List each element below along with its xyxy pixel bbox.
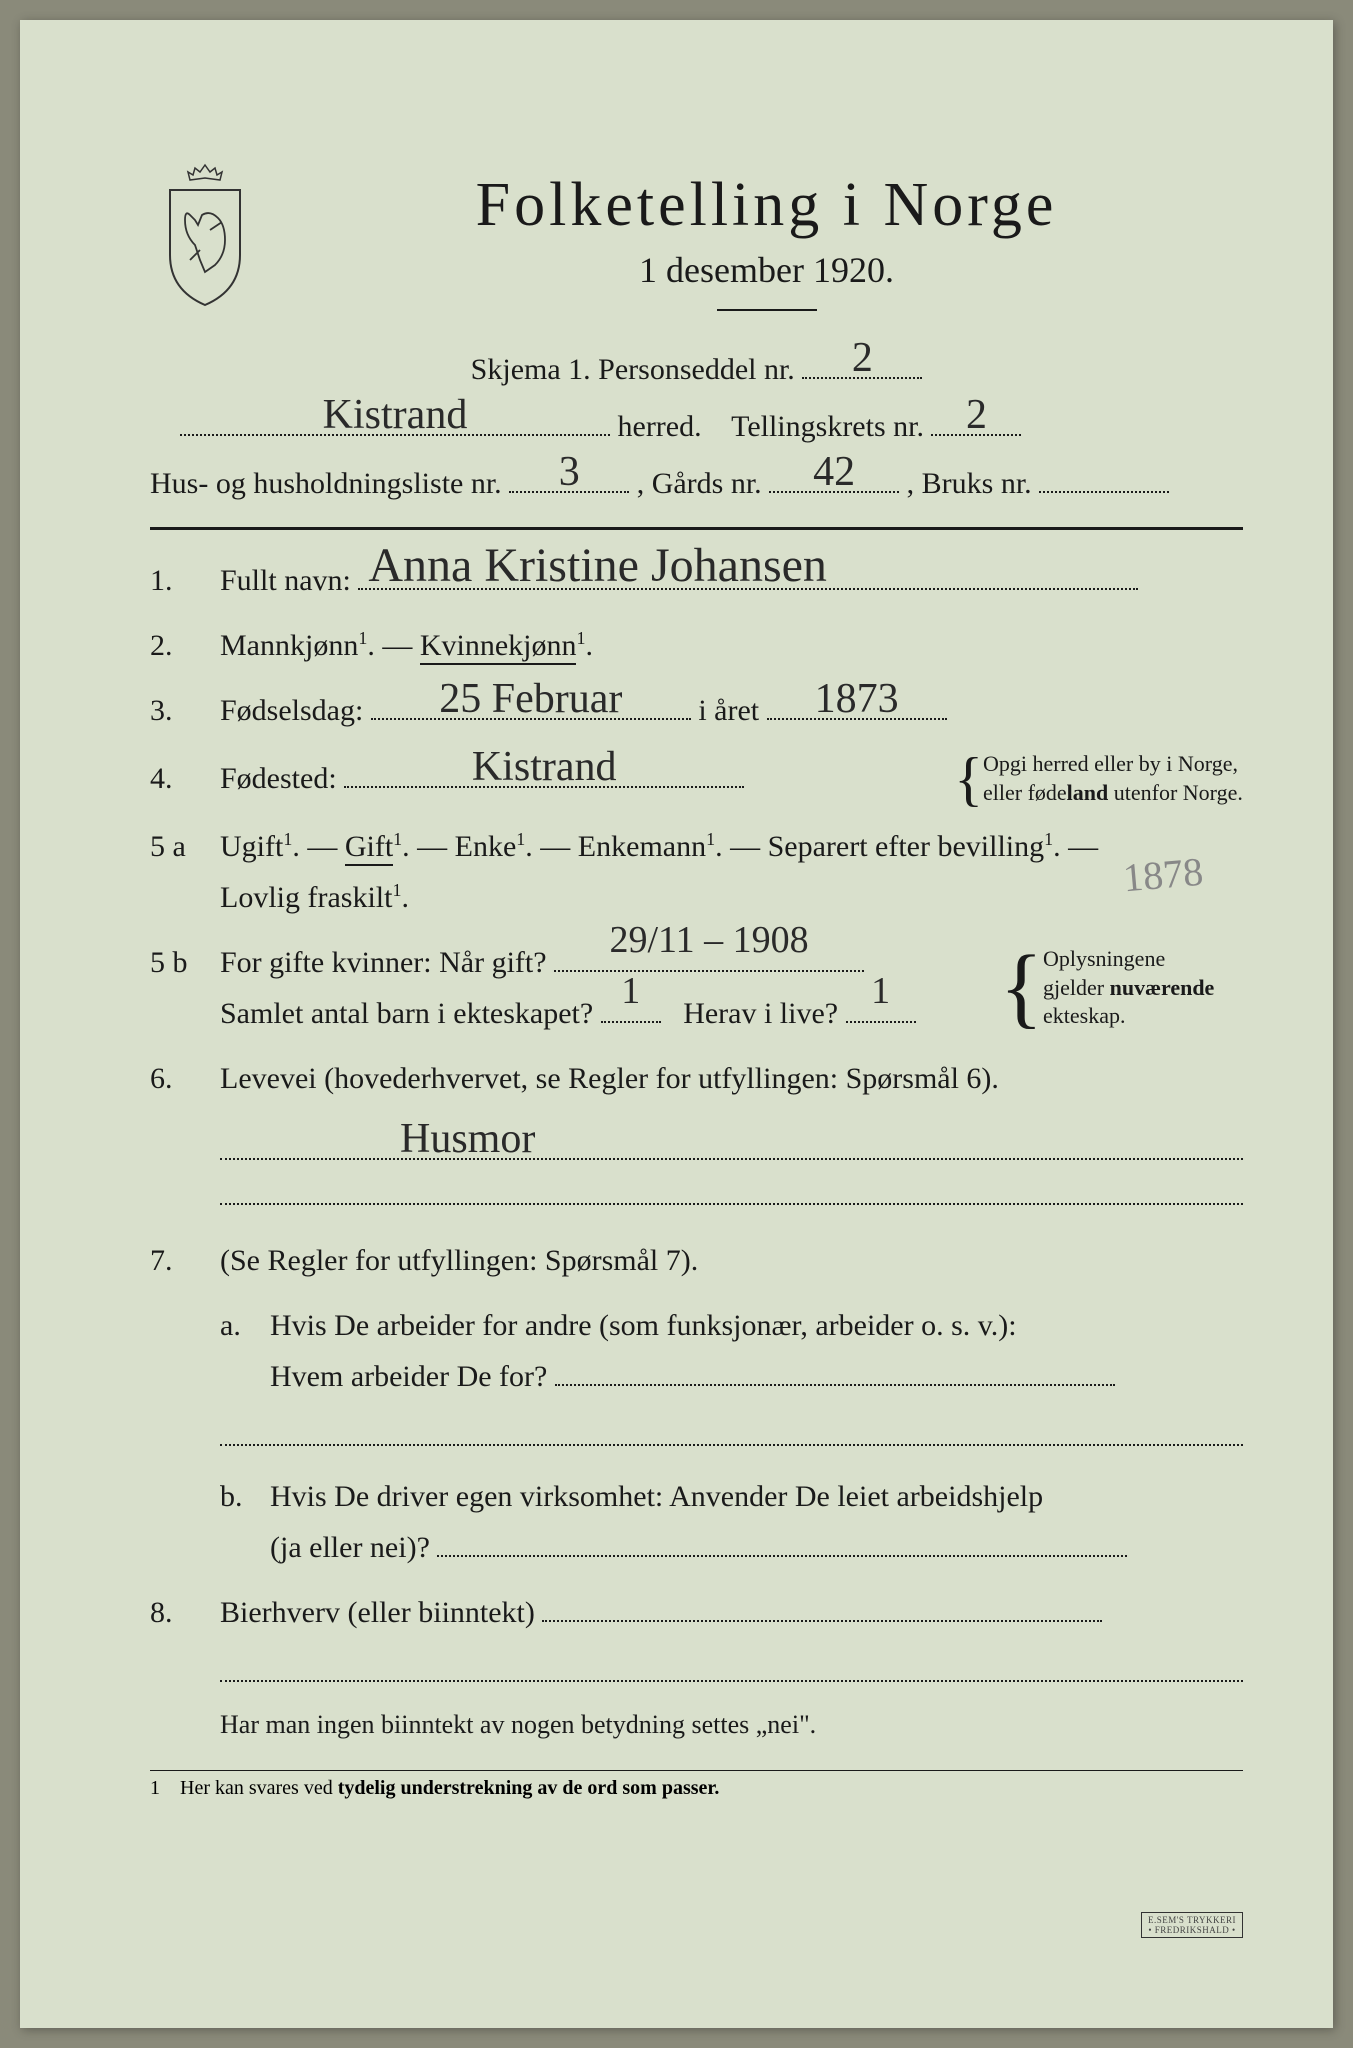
q3-year-label: i året: [698, 694, 759, 727]
q7a-row: a. Hvis De arbeider for andre (som funks…: [150, 1300, 1243, 1402]
blank-line-2: [220, 1416, 1243, 1446]
hus-label: Hus- og husholdningsliste nr.: [150, 467, 502, 500]
q7-label: (Se Regler for utfyllingen: Spørsmål 7).: [220, 1244, 698, 1277]
q2-row: 2. Mannkjønn1. — Kvinnekjønn1.: [150, 620, 1243, 671]
tellingskrets-nr: 2: [931, 394, 1021, 436]
hus-line: Hus- og husholdningsliste nr. 3 , Gårds …: [150, 455, 1243, 512]
main-title: Folketelling i Norge: [290, 170, 1243, 241]
q5a-gift: Gift: [345, 830, 393, 866]
q1-label: Fullt navn:: [220, 564, 351, 597]
q3-year: 1873: [767, 678, 947, 720]
census-form-paper: Folketelling i Norge 1 desember 1920. Sk…: [20, 20, 1333, 2028]
q5a-num: 5 a: [150, 830, 220, 864]
pencil-note: 1878: [1121, 848, 1205, 902]
q3-label: Fødselsdag:: [220, 694, 363, 727]
q7a-text1: Hvis De arbeider for andre (som funksjon…: [270, 1309, 1017, 1342]
title-block: Folketelling i Norge 1 desember 1920.: [290, 160, 1243, 311]
herred-line: Kistrand herred. Tellingskrets nr. 2: [150, 398, 1243, 455]
q4-num: 4.: [150, 762, 220, 796]
q4-value: Kistrand: [344, 746, 744, 788]
herred-label: herred.: [618, 410, 702, 443]
blank-line-3: [220, 1652, 1243, 1682]
q2-kvinne: Kvinnekjønn: [420, 629, 577, 665]
q7b-num: b.: [220, 1480, 270, 1514]
title-rule: [717, 309, 817, 311]
q8-label: Bierhverv (eller biinntekt): [220, 1596, 535, 1629]
q4-note: Opgi herred eller by i Norge, eller føde…: [983, 750, 1243, 807]
brace-icon-2: {: [1000, 952, 1043, 1024]
q7b-row: b. Hvis De driver egen virksomhet: Anven…: [150, 1471, 1243, 1573]
q7a-text2: Hvem arbeider De for?: [270, 1360, 547, 1393]
tellingskrets-label: Tellingskrets nr.: [731, 410, 924, 443]
q7-num: 7.: [150, 1244, 220, 1278]
q5b-value2: 1: [601, 959, 661, 1024]
q5b-value3: 1: [846, 959, 916, 1024]
q7b-text2: (ja eller nei)?: [270, 1531, 430, 1564]
blank-line-1: [220, 1174, 1243, 1204]
q2-num: 2.: [150, 629, 220, 663]
q3-row: 3. Fødselsdag: 25 Februar i året 1873: [150, 685, 1243, 736]
q2-mann: Mannkjønn: [220, 629, 358, 662]
q5b-label1: For gifte kvinner: Når gift?: [220, 946, 547, 979]
q6-row: 6. Levevei (hovederhvervet, se Regler fo…: [150, 1053, 1243, 1160]
printer-stamp: E.SEM'S TRYKKERI• FREDRIKSHALD •: [1141, 1912, 1243, 1938]
q7a-num: a.: [220, 1309, 270, 1343]
q3-day: 25 Februar: [371, 678, 691, 720]
q1-row: 1. Fullt navn: Anna Kristine Johansen: [150, 555, 1243, 606]
footnote: 1 Her kan svares ved tydelig understrekn…: [150, 1770, 1243, 1800]
coat-of-arms-svg: [150, 160, 260, 310]
main-rule: [150, 527, 1243, 530]
q7b-text1: Hvis De driver egen virksomhet: Anvender…: [270, 1480, 1043, 1513]
q1-value: Anna Kristine Johansen: [368, 542, 1148, 590]
header: Folketelling i Norge 1 desember 1920.: [150, 160, 1243, 311]
herred-value: Kistrand: [180, 394, 610, 436]
q5b-note: Oplysningene gjelder nuværende ekteskap.: [1043, 945, 1243, 1031]
hus-nr: 3: [509, 451, 629, 493]
q3-num: 3.: [150, 694, 220, 728]
q6-num: 6.: [150, 1062, 220, 1096]
brace-icon: {: [954, 755, 983, 803]
q5b-row: 5 b For gifte kvinner: Når gift? 29/11 –…: [150, 937, 1243, 1039]
q8-row: 8. Bierhverv (eller biinntekt): [150, 1587, 1243, 1638]
q4-label: Fødested:: [220, 762, 337, 795]
q1-num: 1.: [150, 564, 220, 598]
skjema-label: Skjema 1. Personseddel nr.: [471, 353, 795, 386]
q6-value: Husmor: [400, 1118, 1353, 1160]
q5b-num: 5 b: [150, 946, 220, 980]
q4-row: 4. Fødested: Kistrand { Opgi herred elle…: [150, 750, 1243, 807]
q5b-label3: Herav i live?: [683, 997, 838, 1030]
q5b-label2: Samlet antal barn i ekteskapet?: [220, 997, 593, 1030]
personseddel-nr: 2: [802, 337, 922, 379]
q6-label: Levevei (hovederhvervet, se Regler for u…: [220, 1062, 999, 1095]
coat-of-arms-icon: [150, 160, 260, 310]
skjema-line: Skjema 1. Personseddel nr. 2: [150, 341, 1243, 398]
subtitle: 1 desember 1920.: [290, 249, 1243, 291]
gards-nr: 42: [769, 451, 899, 493]
q8-num: 8.: [150, 1596, 220, 1630]
bruks-label: , Bruks nr.: [907, 467, 1032, 500]
q7-row: 7. (Se Regler for utfyllingen: Spørsmål …: [150, 1235, 1243, 1286]
gards-label: , Gårds nr.: [637, 467, 762, 500]
q8-note: Har man ingen biinntekt av nogen betydni…: [150, 1700, 1243, 1749]
